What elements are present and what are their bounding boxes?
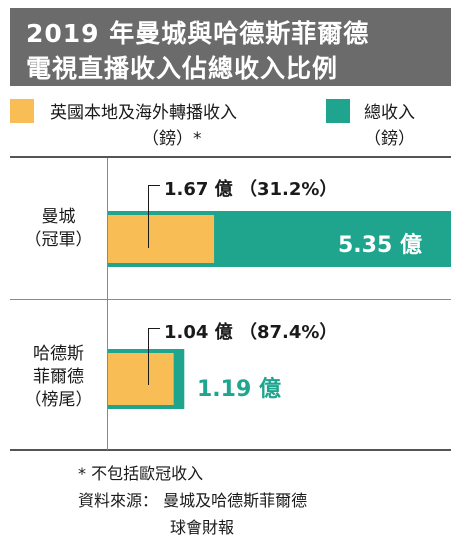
- leader-line-huddersfield: [148, 328, 149, 385]
- legend-swatch-total: [326, 99, 350, 123]
- legend-unit-uk-overseas: （鎊）*: [142, 129, 202, 149]
- category-label-man-city: 曼城 （冠軍）: [10, 206, 107, 252]
- leader-line-huddersfield-top: [148, 328, 160, 329]
- leader-line-man-city-top: [148, 185, 160, 186]
- legend-unit-total: （鎊）: [364, 129, 415, 149]
- leader-line-man-city: [148, 185, 149, 248]
- chart-bottom-rule: [10, 449, 451, 451]
- category-label-man-city-name: 曼城: [41, 207, 76, 227]
- source-line-1: 資料來源： 曼城及哈德斯菲爾德: [78, 491, 308, 510]
- chart-top-rule: [10, 156, 451, 158]
- legend-swatch-uk-overseas: [10, 99, 34, 123]
- title-line-2: 電視直播收入佔總收入比例: [26, 54, 339, 83]
- legend-label-uk-overseas: 英國本地及海外轉播收入: [50, 103, 237, 123]
- bar-uk-overseas-man-city: [108, 215, 215, 263]
- total-label-man-city: 5.35 億: [338, 233, 422, 258]
- category-axis: [107, 158, 108, 450]
- total-label-huddersfield: 1.19 億: [197, 377, 281, 402]
- source-line-2: 球會財報: [170, 518, 235, 537]
- footnote-exclusion: * 不包括歐冠收入: [78, 464, 204, 483]
- bar-uk-overseas-huddersfield: [108, 353, 174, 405]
- category-label-huddersfield-rank: （榜尾）: [24, 390, 93, 410]
- row-divider: [10, 299, 451, 300]
- category-label-huddersfield-name-1: 哈德斯: [33, 344, 84, 364]
- category-label-man-city-rank: （冠軍）: [24, 230, 93, 250]
- value-label-man-city: 1.67 億 （31.2%）: [164, 179, 338, 200]
- legend-label-total: 總收入: [364, 103, 415, 123]
- title-banner: 2019 年曼城與哈德斯菲爾德 電視直播收入佔總收入比例: [10, 8, 451, 86]
- title-line-1: 2019 年曼城與哈德斯菲爾德: [26, 19, 370, 48]
- value-label-huddersfield: 1.04 億 （87.4%）: [164, 322, 338, 343]
- category-label-huddersfield: 哈德斯 菲爾德 （榜尾）: [10, 343, 107, 412]
- category-label-huddersfield-name-2: 菲爾德: [33, 367, 84, 387]
